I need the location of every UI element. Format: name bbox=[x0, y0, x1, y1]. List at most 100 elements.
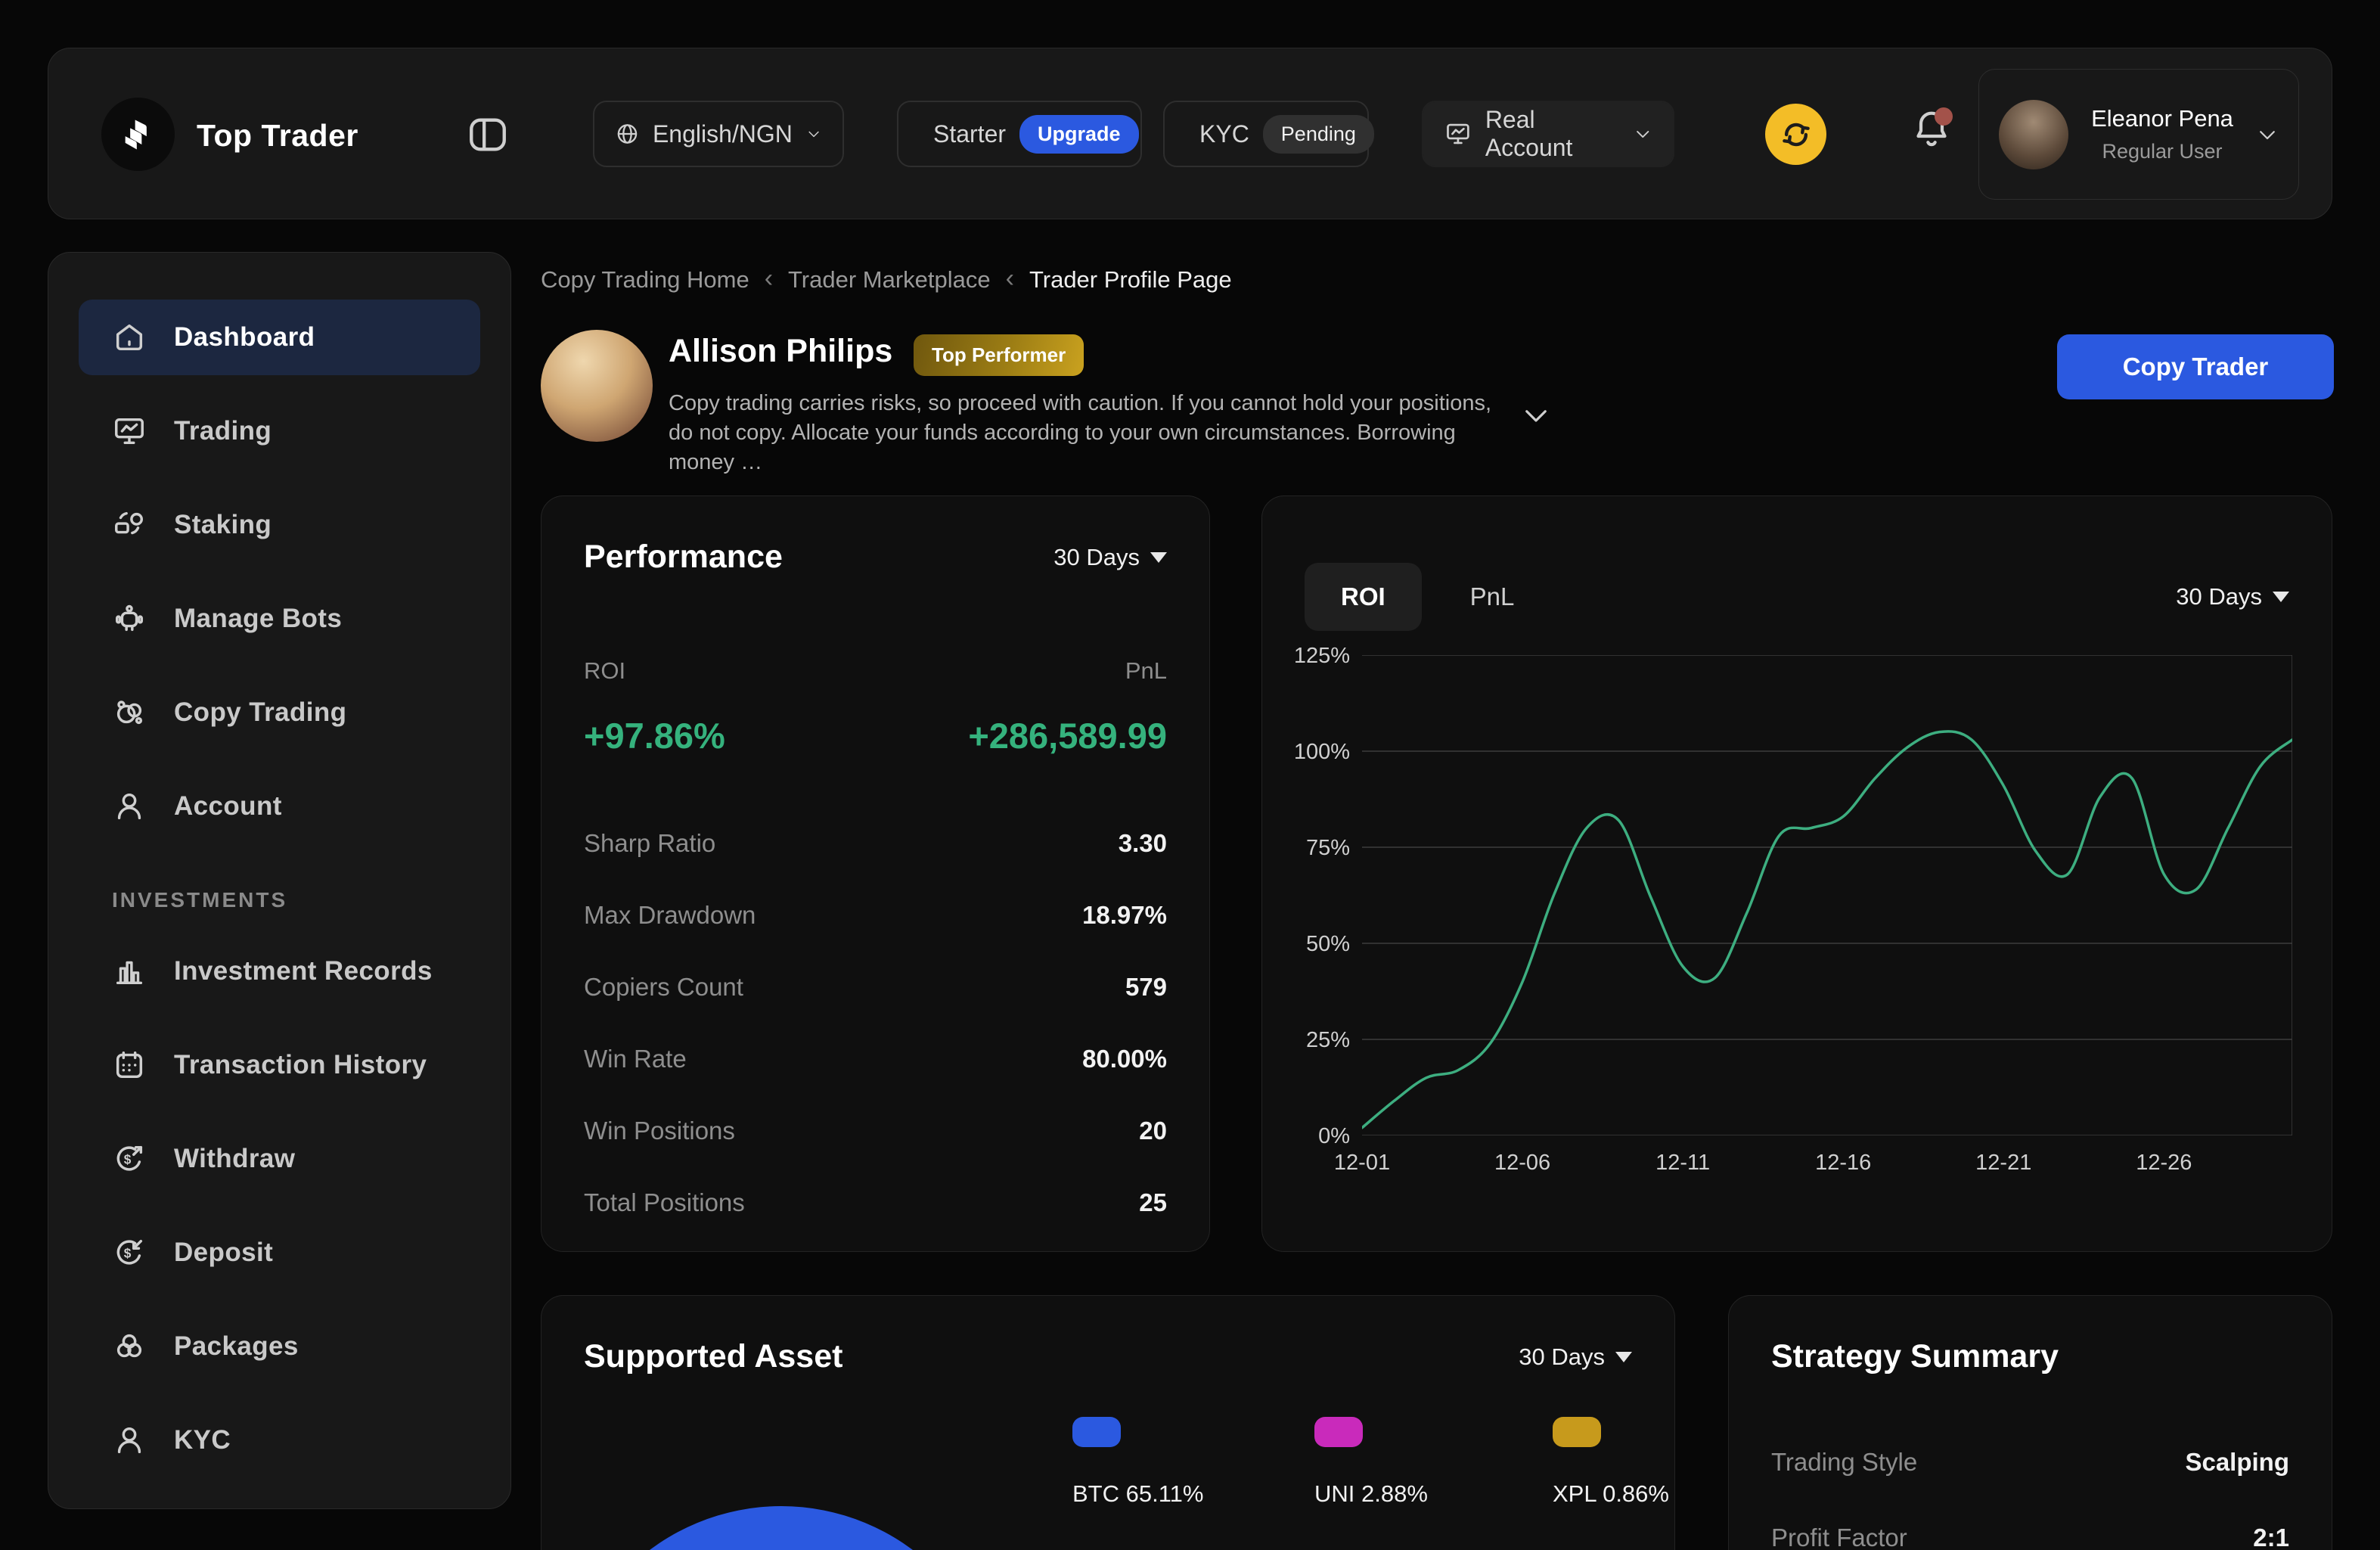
svg-text:$: $ bbox=[124, 1246, 132, 1261]
period-label: 30 Days bbox=[1053, 543, 1140, 570]
sidebar-item-label: KYC bbox=[174, 1425, 231, 1455]
sidebar-item-manage-bots[interactable]: Manage Bots bbox=[79, 572, 480, 666]
tab-pnl[interactable]: PnL bbox=[1469, 582, 1515, 610]
legend-value: 2.88% bbox=[1361, 1480, 1428, 1507]
user-role: Regular User bbox=[2102, 140, 2223, 163]
sidebar-item-label: Transaction History bbox=[174, 1050, 427, 1079]
sidebar-item-label: Packages bbox=[174, 1331, 299, 1361]
sidebar-item-withdraw[interactable]: $ Withdraw bbox=[79, 1112, 480, 1206]
stat-row: Sharp Ratio 3.30 bbox=[584, 829, 1167, 858]
globe-icon bbox=[617, 124, 638, 144]
legend-item-xpl: XPL 0.86% bbox=[1553, 1417, 1669, 1508]
sidebar-toggle-icon[interactable] bbox=[466, 113, 510, 157]
chart-period-dropdown[interactable]: 30 Days bbox=[2176, 583, 2289, 610]
dropdown-triangle-icon bbox=[2273, 592, 2289, 602]
strategy-label: Profit Factor bbox=[1771, 1524, 1907, 1550]
breadcrumb-separator: ‹ bbox=[764, 263, 774, 293]
asset-legend-swatch bbox=[1072, 1417, 1121, 1447]
legend-symbol: BTC bbox=[1072, 1480, 1119, 1507]
legend-value: 0.86% bbox=[1603, 1480, 1669, 1507]
sidebar-item-copy-trading[interactable]: Copy Trading bbox=[79, 666, 480, 759]
notification-dot bbox=[1935, 107, 1953, 126]
supported-asset-card: Supported Asset 30 Days BTC 65.11% UNI 2… bbox=[541, 1295, 1675, 1550]
chevron-down-icon bbox=[2260, 130, 2275, 139]
pnl-label: PnL bbox=[1125, 657, 1167, 684]
stat-value: 80.00% bbox=[1082, 1045, 1167, 1073]
legend-symbol: XPL bbox=[1553, 1480, 1596, 1507]
tab-roi[interactable]: ROI bbox=[1305, 563, 1422, 631]
sidebar-item-deposit[interactable]: $ Deposit bbox=[79, 1206, 480, 1300]
upgrade-button[interactable]: Upgrade bbox=[1019, 114, 1139, 154]
legend-item-uni: UNI 2.88% bbox=[1314, 1417, 1428, 1508]
account-mode-label: Real Account bbox=[1485, 106, 1573, 161]
breadcrumb-trader-marketplace[interactable]: Trader Marketplace bbox=[788, 266, 991, 293]
strategy-row: Trading Style Scalping bbox=[1771, 1448, 2289, 1477]
roi-chart-card: ROI PnL 30 Days 0% 25% 50% 75% 100% 125% 12-0… bbox=[1261, 495, 2332, 1252]
sidebar-item-label: Dashboard bbox=[174, 322, 315, 352]
language-selector[interactable]: English/NGN bbox=[593, 101, 844, 167]
risk-disclaimer: Copy trading carries risks, so proceed w… bbox=[669, 391, 1492, 474]
supported-asset-title: Supported Asset bbox=[584, 1338, 843, 1374]
withdraw-icon: $ bbox=[116, 1145, 143, 1171]
asset-pie-chart bbox=[562, 1506, 1001, 1550]
sidebar-navigation: Dashboard Trading Staking bbox=[48, 252, 511, 1509]
refresh-icon bbox=[1782, 123, 1810, 146]
trading-board-icon bbox=[115, 418, 144, 445]
copy-trader-button[interactable]: Copy Trader bbox=[2057, 334, 2334, 399]
kyc-user-icon bbox=[117, 1427, 141, 1454]
stat-row: Total Positions 25 bbox=[584, 1188, 1167, 1217]
sidebar-item-trading[interactable]: Trading bbox=[79, 384, 480, 478]
kyc-pending-badge: Pending bbox=[1262, 114, 1374, 154]
user-name: Eleanor Pena bbox=[2091, 105, 2233, 132]
stat-label: Win Positions bbox=[584, 1117, 735, 1145]
packages-icon bbox=[116, 1334, 142, 1358]
sidebar-item-investment-records[interactable]: Investment Records bbox=[79, 924, 480, 1018]
performance-period-dropdown[interactable]: 30 Days bbox=[1053, 544, 1167, 571]
stat-value: 18.97% bbox=[1082, 901, 1167, 929]
sidebar-item-account[interactable]: Account bbox=[79, 759, 480, 853]
user-avatar bbox=[1999, 99, 2068, 169]
sidebar-item-label: Staking bbox=[174, 510, 272, 539]
sidebar-item-transaction-history[interactable]: Transaction History bbox=[79, 1018, 480, 1112]
sidebar-item-packages[interactable]: Packages bbox=[79, 1300, 480, 1393]
chevron-down-icon bbox=[1636, 131, 1649, 138]
robot-icon bbox=[115, 604, 144, 632]
stat-value: 579 bbox=[1125, 973, 1167, 1001]
home-icon bbox=[116, 324, 143, 351]
sidebar-item-dashboard[interactable]: Dashboard bbox=[79, 300, 480, 375]
period-label: 30 Days bbox=[1519, 1343, 1605, 1370]
stat-label: Max Drawdown bbox=[584, 901, 756, 929]
sidebar-item-kyc[interactable]: KYC bbox=[79, 1393, 480, 1487]
stat-label: Copiers Count bbox=[584, 973, 743, 1001]
stat-label: Sharp Ratio bbox=[584, 829, 716, 857]
chevron-down-icon bbox=[808, 131, 819, 138]
asset-period-dropdown[interactable]: 30 Days bbox=[1519, 1343, 1632, 1371]
sidebar-item-staking[interactable]: Staking bbox=[79, 478, 480, 572]
svg-text:$: $ bbox=[124, 1152, 132, 1167]
sidebar-item-label: Investment Records bbox=[174, 956, 433, 986]
user-icon bbox=[117, 793, 141, 820]
user-profile-menu[interactable]: Eleanor Pena Regular User bbox=[1978, 69, 2299, 200]
sync-button[interactable] bbox=[1765, 104, 1826, 165]
breadcrumb-copy-trading-home[interactable]: Copy Trading Home bbox=[541, 266, 749, 293]
plan-label: Starter bbox=[933, 120, 1007, 148]
chart-x-axis-labels: 12-01 12-06 12-11 12-16 12-21 12-26 bbox=[1333, 1151, 2192, 1175]
legend-item-btc: BTC 65.11% bbox=[1072, 1417, 1203, 1508]
asset-legend-swatch bbox=[1314, 1417, 1363, 1447]
expand-disclaimer-chevron-icon[interactable] bbox=[1520, 399, 1552, 431]
dropdown-triangle-icon bbox=[1615, 1351, 1632, 1362]
roi-value: +97.86% bbox=[584, 716, 725, 756]
stat-value: 20 bbox=[1139, 1117, 1167, 1145]
staking-icon bbox=[115, 511, 144, 535]
strategy-value: 2:1 bbox=[2253, 1524, 2289, 1550]
account-mode-selector[interactable]: Real Account bbox=[1422, 101, 1674, 167]
layers-logo-icon bbox=[125, 120, 147, 149]
notifications-button[interactable] bbox=[1910, 107, 1954, 157]
kyc-status[interactable]: KYC Pending bbox=[1163, 101, 1374, 167]
plan-status[interactable]: Starter Upgrade bbox=[897, 101, 1142, 167]
asset-legend-swatch bbox=[1553, 1417, 1601, 1447]
breadcrumb: Copy Trading Home ‹ Trader Marketplace ‹… bbox=[541, 263, 1232, 294]
app-logo bbox=[101, 98, 175, 171]
deposit-icon: $ bbox=[116, 1239, 143, 1265]
bar-chart-icon bbox=[116, 961, 143, 985]
